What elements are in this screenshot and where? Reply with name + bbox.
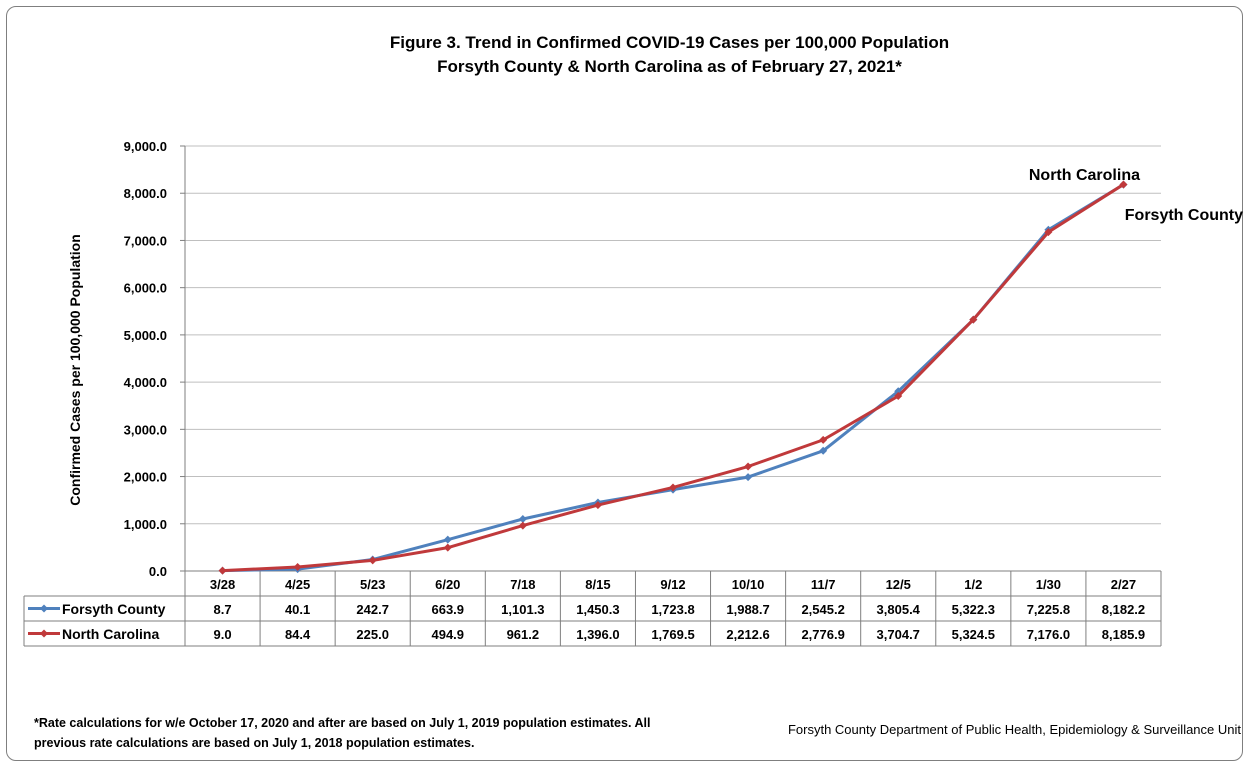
- legend-marker-north-carolina: [40, 630, 48, 638]
- table-value-north-carolina: 7,176.0: [1027, 627, 1070, 642]
- table-value-forsyth-county: 663.9: [431, 602, 464, 617]
- legend-label-north-carolina: North Carolina: [62, 626, 159, 642]
- annotation-forsyth-county: Forsyth County: [1125, 207, 1243, 224]
- table-value-forsyth-county: 40.1: [285, 602, 310, 617]
- x-tick-label: 10/10: [732, 577, 765, 592]
- table-value-north-carolina: 1,769.5: [651, 627, 694, 642]
- y-tick-label: 7,000.0: [124, 233, 167, 248]
- data-point-forsyth-county: [744, 473, 752, 481]
- legend-label-forsyth-county: Forsyth County: [62, 601, 166, 617]
- x-tick-label: 4/25: [285, 577, 310, 592]
- y-tick-label: 8,000.0: [124, 186, 167, 201]
- table-value-forsyth-county: 1,723.8: [651, 602, 694, 617]
- series-line-forsyth-county: [223, 185, 1124, 571]
- x-tick-label: 3/28: [210, 577, 235, 592]
- footnote: *Rate calculations for w/e October 17, 2…: [34, 713, 694, 753]
- x-tick-label: 5/23: [360, 577, 385, 592]
- x-tick-label: 12/5: [886, 577, 911, 592]
- table-value-forsyth-county: 2,545.2: [801, 602, 844, 617]
- annotation-north-carolina: North Carolina: [1029, 167, 1140, 184]
- table-value-forsyth-county: 7,225.8: [1027, 602, 1070, 617]
- y-tick-label: 0.0: [149, 564, 167, 579]
- legend-marker-forsyth-county: [40, 605, 48, 613]
- table-value-forsyth-county: 8.7: [213, 602, 231, 617]
- source-credit: Forsyth County Department of Public Heal…: [788, 722, 1241, 737]
- data-point-north-carolina: [519, 522, 527, 530]
- x-tick-label: 1/2: [964, 577, 982, 592]
- x-tick-label: 1/30: [1036, 577, 1061, 592]
- table-value-north-carolina: 961.2: [507, 627, 540, 642]
- y-tick-label: 5,000.0: [124, 328, 167, 343]
- table-value-north-carolina: 2,212.6: [726, 627, 769, 642]
- table-value-north-carolina: 9.0: [213, 627, 231, 642]
- table-value-forsyth-county: 1,988.7: [726, 602, 769, 617]
- table-value-north-carolina: 225.0: [356, 627, 389, 642]
- series-line-north-carolina: [223, 184, 1124, 570]
- y-tick-label: 1,000.0: [124, 517, 167, 532]
- table-value-forsyth-county: 242.7: [356, 602, 389, 617]
- table-value-north-carolina: 5,324.5: [952, 627, 995, 642]
- table-value-north-carolina: 2,776.9: [801, 627, 844, 642]
- x-tick-label: 11/7: [811, 577, 836, 592]
- table-value-forsyth-county: 5,322.3: [952, 602, 995, 617]
- x-tick-label: 9/12: [660, 577, 685, 592]
- data-point-forsyth-county: [444, 536, 452, 544]
- x-tick-label: 7/18: [510, 577, 535, 592]
- data-point-north-carolina: [219, 567, 227, 575]
- table-value-north-carolina: 3,704.7: [877, 627, 920, 642]
- y-tick-label: 2,000.0: [124, 470, 167, 485]
- table-value-north-carolina: 8,185.9: [1102, 627, 1145, 642]
- table-value-forsyth-county: 1,450.3: [576, 602, 619, 617]
- y-tick-label: 9,000.0: [124, 139, 167, 154]
- table-value-forsyth-county: 8,182.2: [1102, 602, 1145, 617]
- table-value-forsyth-county: 3,805.4: [877, 602, 921, 617]
- y-tick-label: 4,000.0: [124, 375, 167, 390]
- table-value-north-carolina: 494.9: [431, 627, 464, 642]
- data-point-north-carolina: [744, 463, 752, 471]
- x-tick-label: 8/15: [585, 577, 610, 592]
- y-tick-label: 3,000.0: [124, 422, 167, 437]
- table-value-north-carolina: 1,396.0: [576, 627, 619, 642]
- table-value-north-carolina: 84.4: [285, 627, 311, 642]
- y-tick-label: 6,000.0: [124, 281, 167, 296]
- table-value-forsyth-county: 1,101.3: [501, 602, 544, 617]
- x-tick-label: 6/20: [435, 577, 460, 592]
- x-tick-label: 2/27: [1111, 577, 1136, 592]
- data-point-north-carolina: [444, 544, 452, 552]
